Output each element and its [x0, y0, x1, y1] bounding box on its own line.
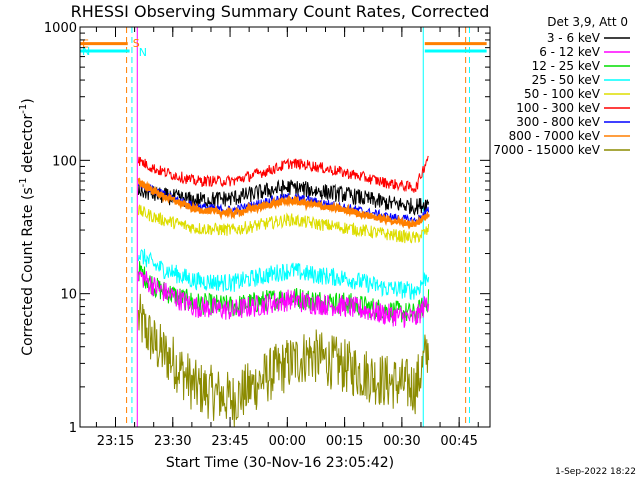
x-tick-label: 00:15: [326, 434, 363, 449]
series-line: [137, 248, 430, 301]
y-axis-label-part: ): [20, 98, 36, 103]
series-line: [137, 177, 430, 230]
x-tick-label: 00:00: [269, 434, 306, 449]
y-axis-label-part: Corrected Count Rate (s: [20, 187, 36, 355]
x-tick-label: 23:30: [154, 434, 191, 449]
y-tick-label: 100: [52, 154, 77, 169]
y-axis-label-superscript: -1: [18, 104, 29, 114]
legend-entry-label: 100 - 300 keV: [516, 101, 600, 115]
series-line: [137, 179, 430, 216]
x-tick-label: 23:45: [211, 434, 248, 449]
flag-bar-label: N: [82, 45, 90, 58]
date-stamp: 1-Sep-2022 18:22: [555, 467, 636, 477]
x-tick-label: 00:45: [440, 434, 477, 449]
series-line: [137, 155, 429, 193]
legend-entry-label: 12 - 25 keV: [532, 59, 601, 73]
y-axis-label: Corrected Count Rate (s-1 detector-1): [18, 98, 36, 355]
y-tick-label: 1: [69, 421, 77, 436]
series-line: [137, 204, 430, 244]
legend-entry-label: 300 - 800 keV: [516, 115, 600, 129]
series-line: [137, 269, 430, 328]
legend-entry-label: 25 - 50 keV: [532, 73, 601, 87]
legend-entry-label: 50 - 100 keV: [524, 87, 601, 101]
y-axis: 1 10 100 1000: [44, 21, 490, 436]
legend-entry-label: 6 - 12 keV: [539, 45, 601, 59]
x-axis: 23:15 23:30 23:45 00:00 00:15 00:30 00:45: [95, 27, 479, 449]
y-tick-label: 10: [60, 288, 77, 303]
plot-frame: [79, 26, 491, 428]
legend-entry-label: 800 - 7000 keV: [509, 129, 601, 143]
x-axis-label: Start Time (30-Nov-16 23:05:42): [166, 455, 394, 471]
legend-header: Det 3,9, Att 0: [547, 15, 628, 29]
series-line: [137, 293, 430, 428]
flag-letter: S: [133, 37, 140, 50]
flag-letter: N: [139, 46, 147, 59]
y-tick-label: 1000: [44, 21, 77, 36]
chart-title: RHESSI Observing Summary Count Rates, Co…: [71, 2, 490, 21]
y-axis-label-part: detector: [20, 114, 36, 178]
legend-entry-label: 3 - 6 keV: [547, 31, 601, 45]
legend-entry-label: 7000 - 15000 keV: [493, 143, 600, 157]
y-axis-label-superscript: -1: [18, 177, 29, 187]
x-tick-label: 00:30: [383, 434, 420, 449]
flag-bar-label: E: [82, 38, 89, 51]
x-tick-label: 23:15: [97, 434, 134, 449]
